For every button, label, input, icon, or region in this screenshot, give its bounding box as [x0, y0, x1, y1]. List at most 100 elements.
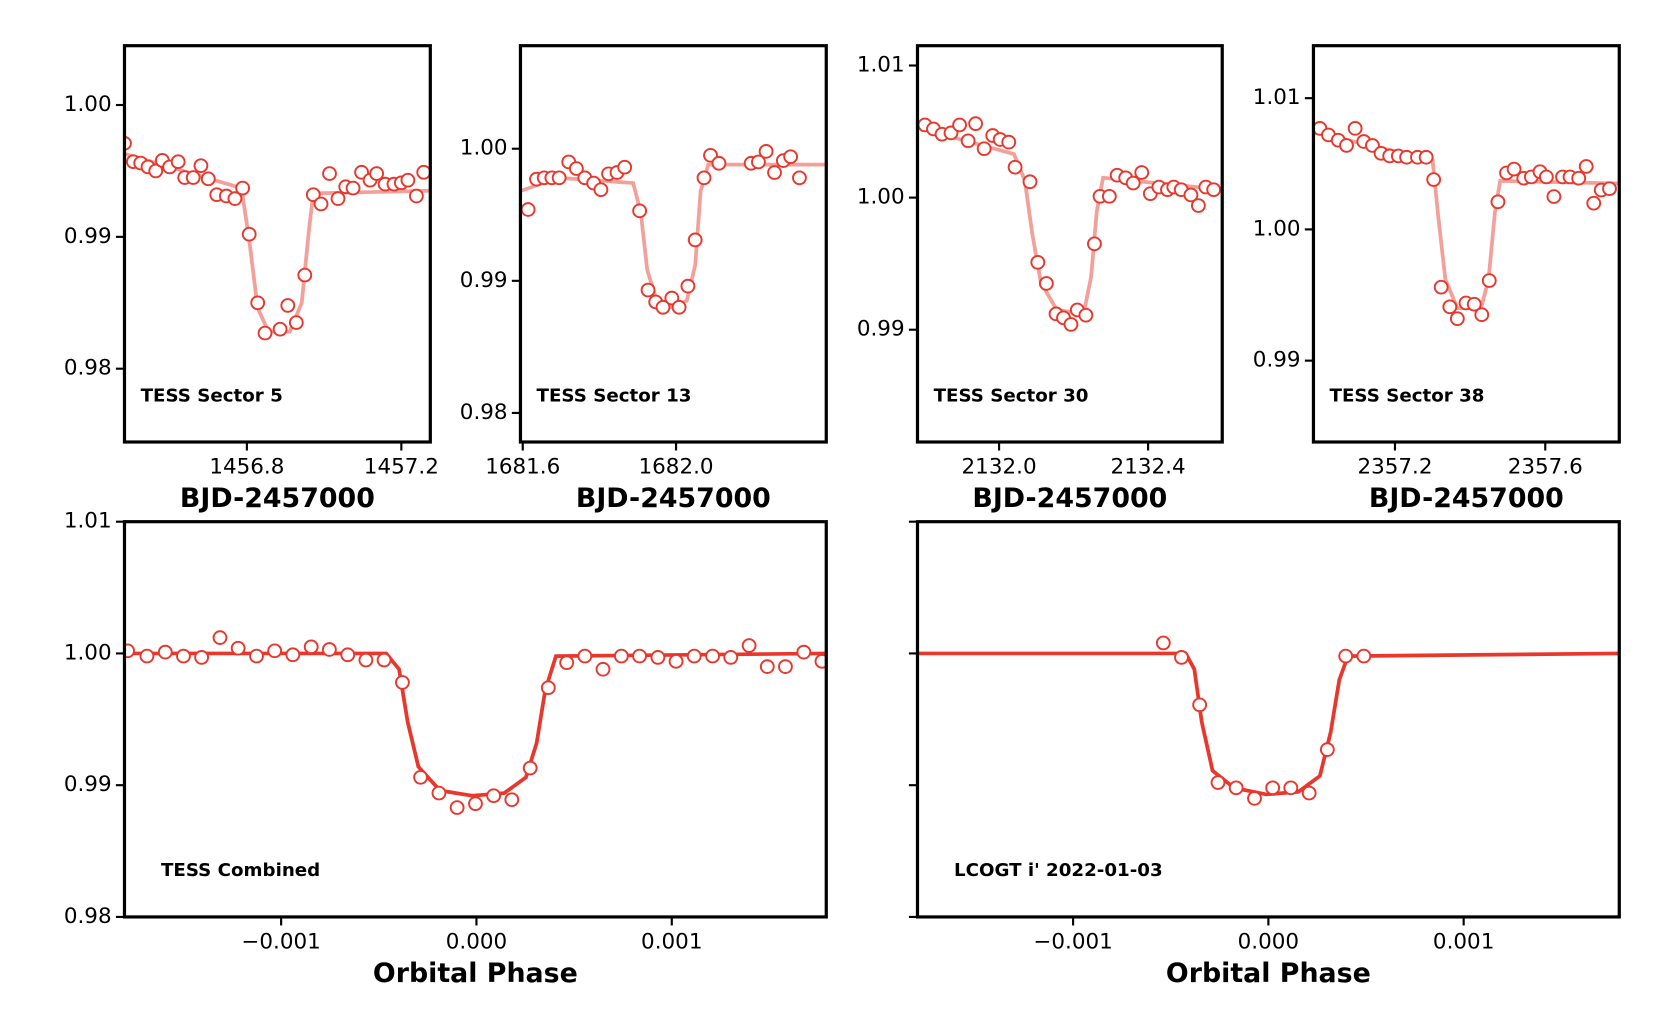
binned-point [968, 116, 984, 131]
panel-annotation: TESS Sector 30 [934, 385, 1089, 406]
binned-point [696, 170, 712, 186]
binned-point [778, 659, 793, 674]
model-line [917, 651, 1620, 797]
axes-frame [915, 44, 1224, 444]
binned-point [522, 760, 538, 776]
binned-point [976, 141, 992, 157]
x-tick-label: 0.000 [1238, 930, 1299, 955]
x-tick-label: 1457.2 [364, 455, 439, 480]
binned-point [257, 325, 273, 341]
binned-point [504, 792, 520, 808]
binned-point [376, 652, 392, 668]
x-axis-label: Orbital Phase [1166, 958, 1371, 989]
binned-point [200, 171, 216, 187]
x-axis-label: Orbital Phase [373, 958, 578, 989]
binned-point [176, 648, 191, 664]
binned-point [157, 644, 173, 660]
x-tick-label: 0.001 [1433, 930, 1494, 955]
binned-point [280, 298, 296, 313]
binned-point [613, 648, 629, 664]
binned-point [345, 180, 361, 196]
binned-point [1038, 276, 1054, 291]
binned-point [759, 659, 775, 674]
binned-point [431, 785, 447, 801]
panel-annotation: TESS Sector 13 [537, 385, 692, 406]
binned-point [741, 638, 757, 653]
binned-point [1134, 165, 1150, 180]
x-tick-label: 2357.6 [1508, 455, 1583, 480]
plot-area [1313, 121, 1620, 326]
binned-point [783, 149, 799, 164]
y-tick-label: 0.98 [64, 904, 112, 929]
binned-point [1174, 650, 1189, 665]
binned-point [408, 188, 424, 204]
y-tick-label: 0.99 [460, 268, 508, 293]
binned-point [1063, 317, 1079, 332]
binned-point [313, 196, 329, 212]
binned-point [632, 648, 647, 664]
binned-point [449, 800, 465, 815]
binned-point [520, 202, 536, 217]
axes-frame [518, 44, 828, 444]
x-tick-label: 2357.2 [1357, 455, 1432, 480]
binned-point [1192, 697, 1208, 713]
binned-point [193, 158, 209, 173]
binned-point [705, 648, 720, 664]
binned-point [767, 165, 782, 180]
axes-frame [122, 44, 432, 444]
binned-point [1433, 279, 1449, 295]
binned-point [792, 170, 807, 186]
binned-point [1030, 255, 1046, 270]
binned-point [194, 650, 210, 665]
x-tick-label: 2132.4 [1111, 455, 1186, 480]
binned-point [322, 166, 337, 181]
y-tick-label: 0.98 [64, 356, 112, 381]
y-tick-label: 1.00 [460, 136, 508, 161]
binned-point [1078, 307, 1094, 323]
x-tick-label: 0.001 [641, 930, 702, 955]
x-tick-label: −0.001 [241, 930, 320, 955]
binned-point [297, 267, 313, 283]
binned-point [711, 155, 727, 171]
model-line [1313, 130, 1620, 310]
binned-point [395, 675, 410, 690]
binned-point [230, 640, 246, 656]
binned-point [751, 154, 766, 170]
binned-point [617, 159, 633, 175]
model-line [917, 125, 1223, 316]
plot-area [124, 630, 827, 815]
panel-annotation: LCOGT i' 2022-01-03 [954, 860, 1163, 881]
x-axis-label: BJD-2457000 [180, 483, 375, 514]
binned-point [1265, 780, 1281, 796]
binned-point [686, 648, 702, 664]
panel-annotation: TESS Sector 38 [1330, 385, 1485, 406]
binned-point [1319, 742, 1335, 757]
y-tick-label: 0.99 [64, 224, 112, 249]
binned-point [593, 182, 609, 198]
binned-point [340, 647, 356, 663]
panel: 0.98 0.99 1.00 1.01 −0.001 0.000 0.001 Orbital … [64, 509, 828, 989]
x-tick-label: −0.001 [1033, 930, 1112, 955]
binned-point [1210, 775, 1226, 790]
binned-point [212, 630, 228, 645]
plot-area [124, 135, 431, 341]
binned-point [1247, 791, 1262, 806]
binned-point [1578, 159, 1594, 174]
binned-point [1338, 648, 1354, 664]
binned-point [723, 650, 739, 665]
binned-point [1301, 785, 1317, 801]
binned-point [124, 643, 136, 659]
y-tick-label: 0.99 [857, 317, 905, 342]
binned-point [1481, 273, 1497, 288]
binned-point [235, 180, 251, 196]
binned-point [400, 172, 416, 188]
binned-point [267, 643, 283, 659]
y-tick-label: 1.01 [64, 509, 112, 534]
binned-point [796, 644, 812, 660]
binned-point [416, 164, 431, 180]
binned-point [1426, 172, 1442, 187]
axes-frame [122, 520, 828, 919]
binned-point [303, 639, 319, 655]
